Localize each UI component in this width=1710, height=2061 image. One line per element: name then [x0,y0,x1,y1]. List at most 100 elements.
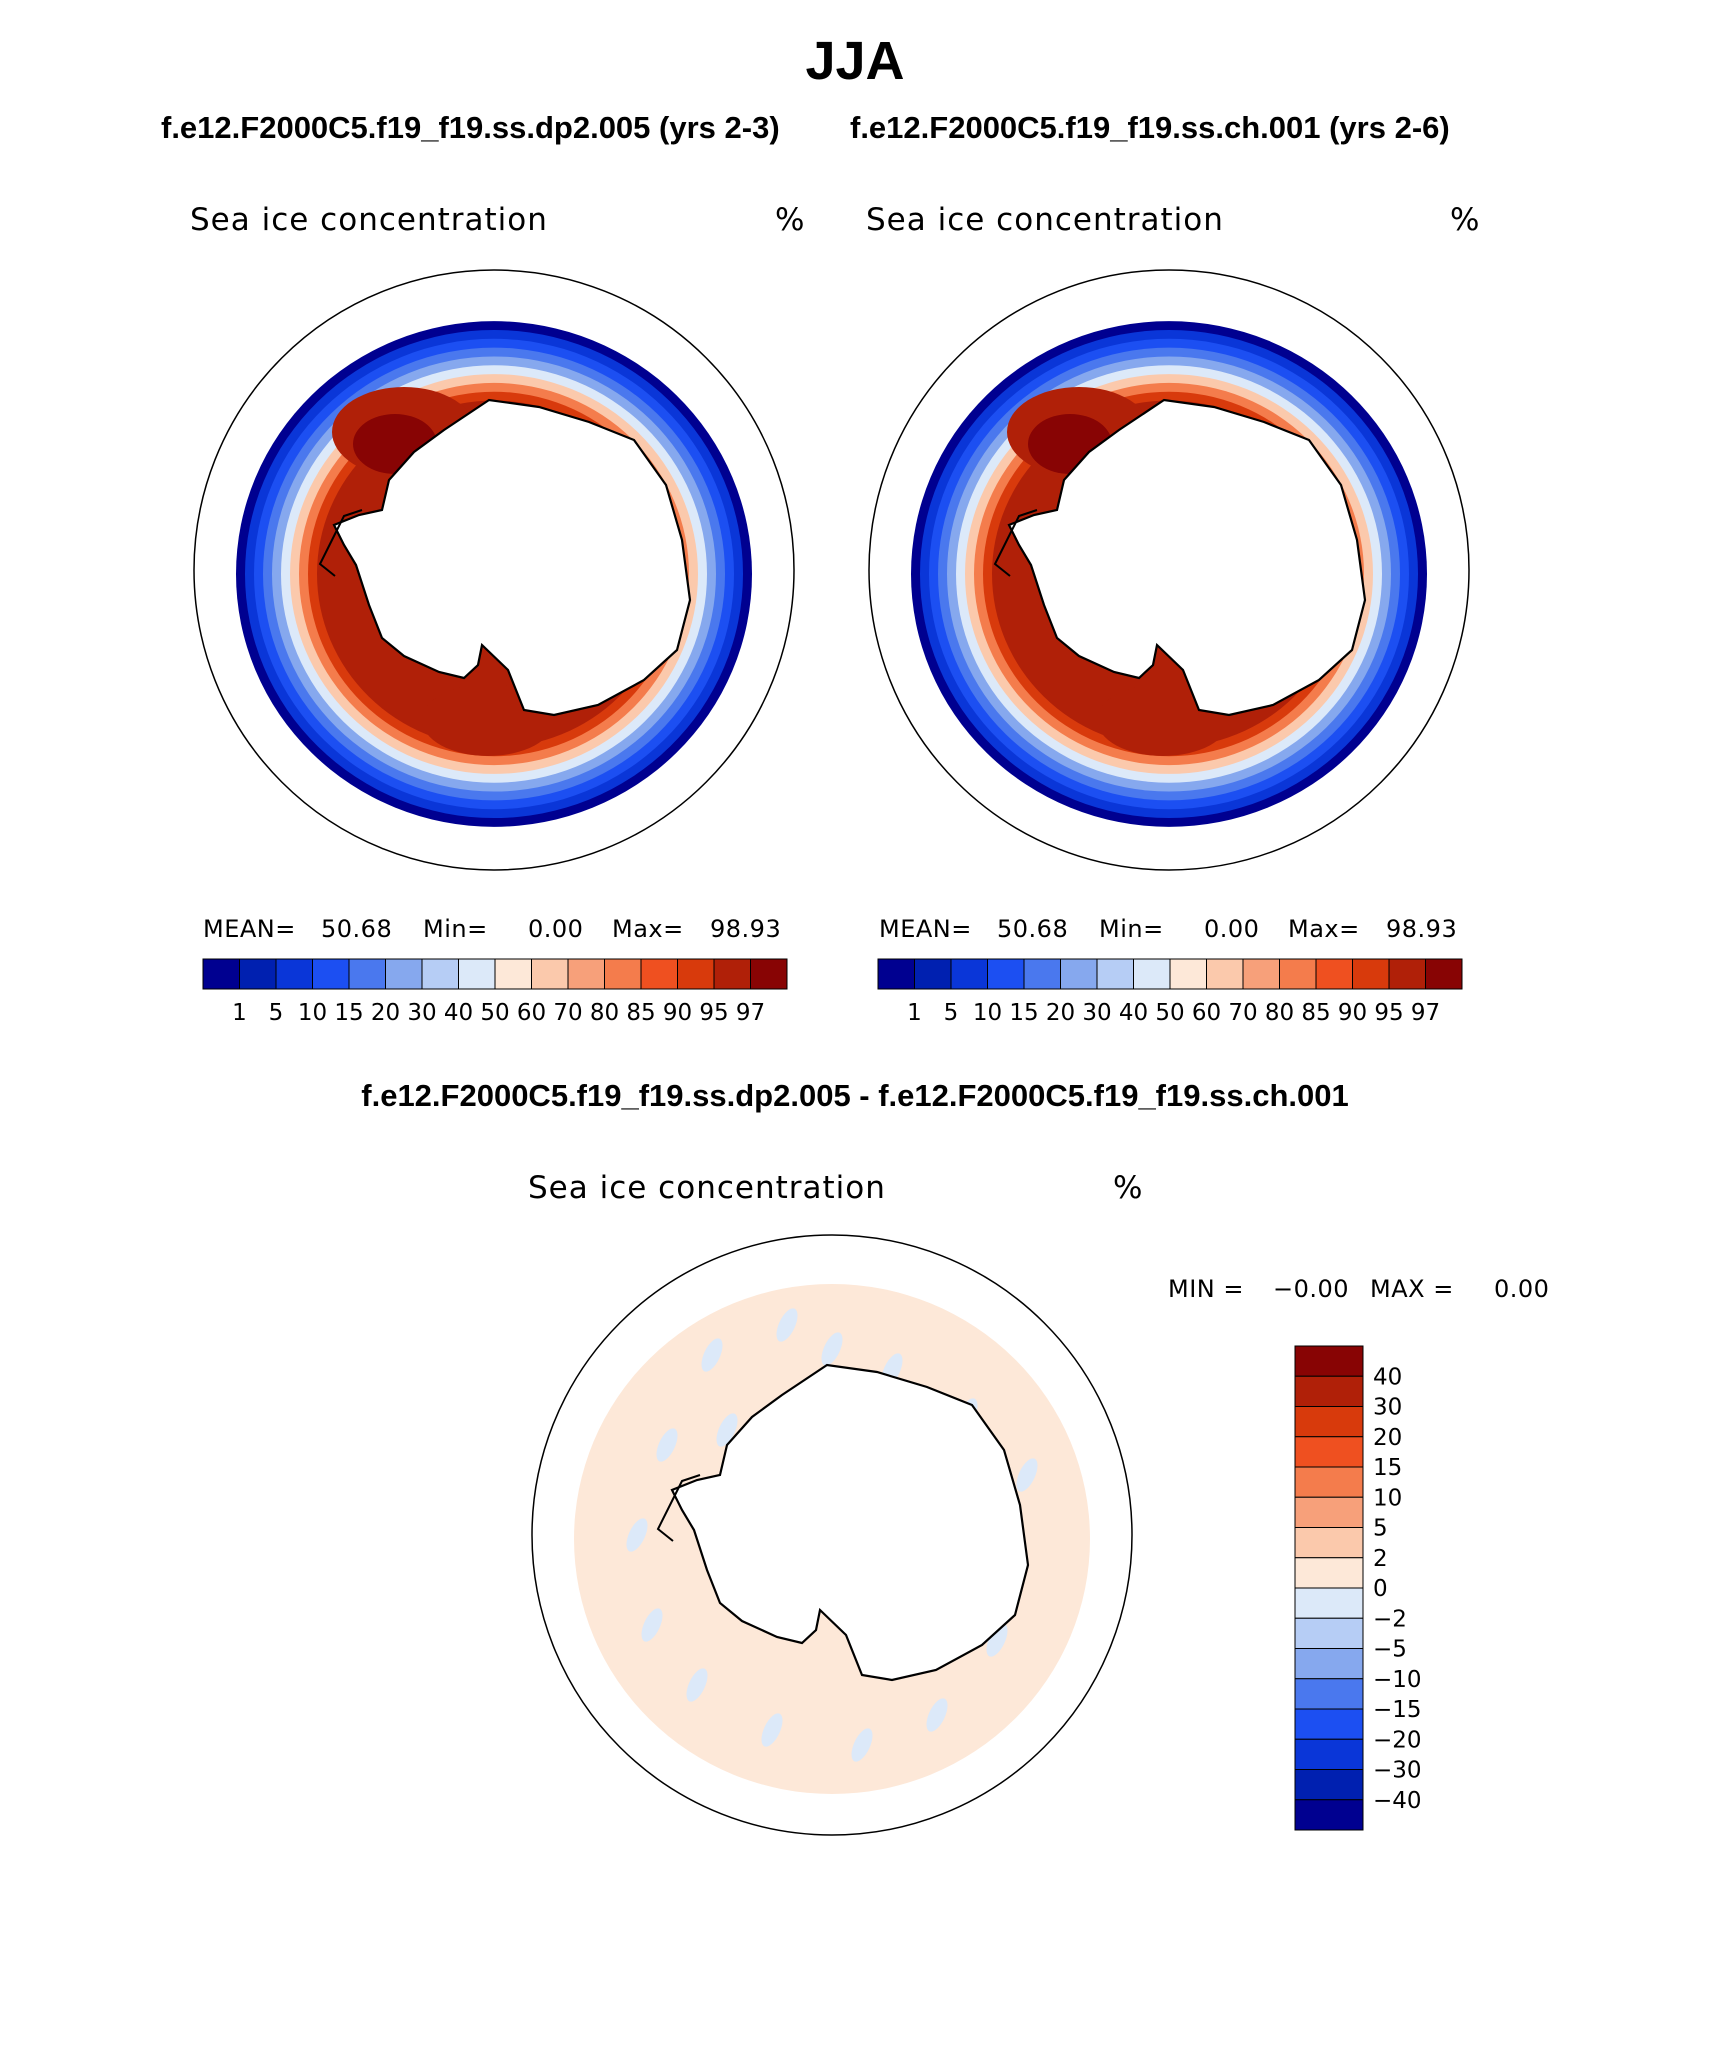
colorbar-swatch [1425,958,1463,990]
panel1-min-label: Min= [423,915,488,943]
panel1-max: 98.93 [710,915,782,943]
antarctica-coastline [1007,398,1367,717]
colorbar-swatch [677,958,715,990]
colorbar-tick-label: 85 [626,1000,655,1026]
subtitle-diff: f.e12.F2000C5.f19_f19.ss.dp2.005 - f.e12… [361,1078,1349,1113]
colorbar-tick-label: 97 [1411,1000,1440,1026]
colorbar-swatch [1294,1587,1364,1619]
panel2-label: Sea ice concentration [866,202,1224,238]
colorbar-tick-label: 40 [1119,1000,1148,1026]
panel2-max: 98.93 [1386,915,1458,943]
colorbar-tick-label: 95 [699,1000,728,1026]
subtitle-left: f.e12.F2000C5.f19_f19.ss.dp2.005 (yrs 2-… [161,110,780,145]
diff-speck [986,1623,1008,1657]
colorbar-swatch [202,958,240,990]
colorbar-swatch [914,958,952,990]
colorbar-tick-label: 90 [663,1000,692,1026]
colorbar-tick-label: 30 [407,1000,436,1026]
colorbar-swatch [421,958,459,990]
colorbar-tick-label: 5 [944,1000,959,1026]
diff-speck [776,1308,798,1342]
colorbar-tick-label: 20 [371,1000,400,1026]
panel3-min-label: MIN = [1168,1275,1244,1303]
colorbar-tick-label: 1 [232,1000,247,1026]
colorbar-panel-2: 1 5 10 15 20 30 40 50 60 70 80 85 90 95 97 [877,958,1463,1026]
colorbar-tick-label: 15 [1373,1455,1402,1481]
colorbar-swatch [312,958,350,990]
colorbar-swatch [1294,1799,1364,1831]
antarctica-coastline [670,1363,1030,1682]
colorbar-swatch [1169,958,1207,990]
colorbar-tick-label: 0 [1373,1576,1388,1602]
panel1-min: 0.00 [528,915,584,943]
diff-speck [641,1608,663,1642]
colorbar-tick-label: 1 [907,1000,922,1026]
panel1-unit: % [775,202,806,238]
colorbar-swatch [275,958,313,990]
colorbar-swatch [1294,1496,1364,1528]
ice-map-panel-2 [868,269,1470,871]
colorbar-tick-label: 10 [1373,1485,1402,1511]
colorbar-tick-label: −40 [1373,1788,1422,1814]
colorbar-tick-label: −15 [1373,1697,1422,1723]
colorbar-swatch [1294,1708,1364,1740]
panel3-label: Sea ice concentration [528,1170,886,1206]
colorbar-tick-label: 80 [1265,1000,1294,1026]
panel1-max-label: Max= [612,915,684,943]
panel3-max-label: MAX = [1370,1275,1454,1303]
colorbar-swatch [640,958,678,990]
colorbar-swatch [987,958,1025,990]
colorbar-swatch [1023,958,1061,990]
colorbar-tick-label: 30 [1082,1000,1111,1026]
colorbar-panel-1: 1 5 10 15 20 30 40 50 60 70 80 85 90 95 97 [202,958,788,1026]
panel2-mean-label: MEAN= [879,915,972,943]
colorbar-swatch [567,958,605,990]
panel2-min: 0.00 [1204,915,1260,943]
colorbar-swatch [1206,958,1244,990]
colorbar-tick-label: 15 [334,1000,363,1026]
colorbar-swatch [1060,958,1098,990]
colorbar-swatch [750,958,788,990]
panel2-mean: 50.68 [997,915,1069,943]
colorbar-swatch [713,958,751,990]
panel1-mean-label: MEAN= [203,915,296,943]
panel3-min: −0.00 [1273,1275,1350,1303]
colorbar-tick-label: 97 [736,1000,765,1026]
colorbar-tick-label: 60 [1192,1000,1221,1026]
panel3-unit: % [1113,1170,1144,1206]
panel2-max-label: Max= [1288,915,1360,943]
antarctic-peninsula [318,509,363,577]
colorbar-swatch [1242,958,1280,990]
colorbar-tick-label: 95 [1374,1000,1403,1026]
diff-speck [626,1518,648,1552]
diff-speck [656,1428,678,1462]
panel1-label: Sea ice concentration [190,202,548,238]
subtitle-right: f.e12.F2000C5.f19_f19.ss.ch.001 (yrs 2-6… [850,110,1450,145]
colorbar-swatch [1096,958,1134,990]
colorbar-swatch [1294,1617,1364,1649]
panel2-min-label: Min= [1099,915,1164,943]
diff-speck [1016,1458,1038,1492]
colorbar-tick-label: 5 [269,1000,284,1026]
colorbar-swatch [1388,958,1426,990]
antarctica-coastline [332,398,692,717]
colorbar-swatch [348,958,386,990]
colorbar-swatch [1294,1738,1364,1770]
diff-speck [761,1713,783,1747]
colorbar-swatch [877,958,915,990]
diff-speck [686,1668,708,1702]
diff-speck [926,1698,948,1732]
colorbar-swatch [1279,958,1317,990]
colorbar-tick-label: −30 [1373,1758,1422,1784]
colorbar-tick-label: 50 [480,1000,509,1026]
ice-map-panel-1 [193,269,795,871]
colorbar-tick-label: 20 [1373,1425,1402,1451]
colorbar-tick-label: 10 [973,1000,1002,1026]
colorbar-tick-label: −10 [1373,1667,1422,1693]
colorbar-swatch [1294,1466,1364,1498]
colorbar-swatch [239,958,277,990]
colorbar-swatch [1294,1678,1364,1710]
colorbar-swatch [1315,958,1353,990]
